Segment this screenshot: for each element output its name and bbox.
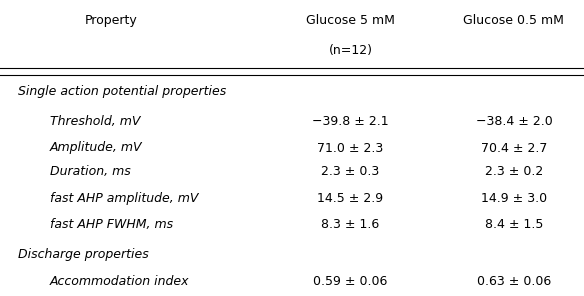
Text: 2.3 ± 0.2: 2.3 ± 0.2 (485, 165, 543, 178)
Text: Duration, ms: Duration, ms (50, 165, 130, 178)
Text: 8.3 ± 1.6: 8.3 ± 1.6 (321, 218, 380, 231)
Text: (n=12): (n=12) (328, 44, 373, 57)
Text: Threshold, mV: Threshold, mV (50, 115, 140, 128)
Text: Glucose 5 mM: Glucose 5 mM (306, 14, 395, 27)
Text: −39.8 ± 2.1: −39.8 ± 2.1 (312, 115, 389, 128)
Text: Accommodation index: Accommodation index (50, 275, 189, 288)
Text: 14.5 ± 2.9: 14.5 ± 2.9 (317, 192, 384, 205)
Text: Single action potential properties: Single action potential properties (18, 85, 226, 98)
Text: 14.9 ± 3.0: 14.9 ± 3.0 (481, 192, 547, 205)
Text: 0.59 ± 0.06: 0.59 ± 0.06 (313, 275, 388, 288)
Text: 2.3 ± 0.3: 2.3 ± 0.3 (321, 165, 380, 178)
Text: 8.4 ± 1.5: 8.4 ± 1.5 (485, 218, 543, 231)
Text: Discharge properties: Discharge properties (18, 248, 148, 261)
Text: 71.0 ± 2.3: 71.0 ± 2.3 (317, 141, 384, 155)
Text: 0.63 ± 0.06: 0.63 ± 0.06 (477, 275, 551, 288)
Text: 70.4 ± 2.7: 70.4 ± 2.7 (481, 141, 547, 155)
Text: −38.4 ± 2.0: −38.4 ± 2.0 (475, 115, 552, 128)
Text: fast AHP amplitude, mV: fast AHP amplitude, mV (50, 192, 198, 205)
Text: Amplitude, mV: Amplitude, mV (50, 141, 142, 155)
Text: Property: Property (85, 14, 137, 27)
Text: fast AHP FWHM, ms: fast AHP FWHM, ms (50, 218, 173, 231)
Text: Glucose 0.5 mM: Glucose 0.5 mM (464, 14, 564, 27)
